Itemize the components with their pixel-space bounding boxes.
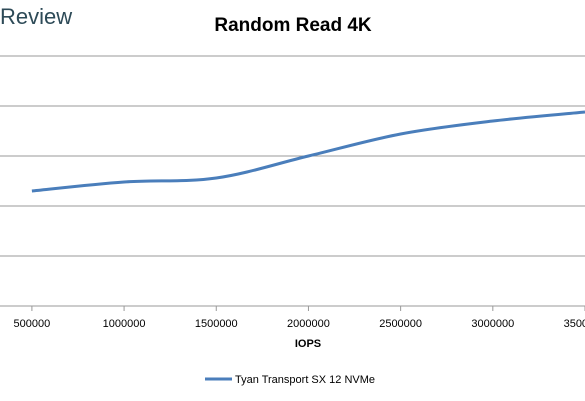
x-tick-label: 1500000	[195, 318, 238, 330]
x-tick-label: 500000	[14, 318, 51, 330]
logo: Review	[0, 4, 72, 29]
x-tick-label: 3500000	[564, 318, 585, 330]
x-tick-label: 2000000	[287, 318, 330, 330]
chart-title: Random Read 4K	[214, 15, 372, 36]
x-tick-label: 1000000	[103, 318, 146, 330]
x-tick-label: 3000000	[471, 318, 514, 330]
legend-label: Tyan Transport SX 12 NVMe	[235, 374, 375, 386]
x-tick-label: 2500000	[379, 318, 422, 330]
series-line	[31, 110, 585, 193]
x-axis-title: IOPS	[295, 338, 321, 350]
